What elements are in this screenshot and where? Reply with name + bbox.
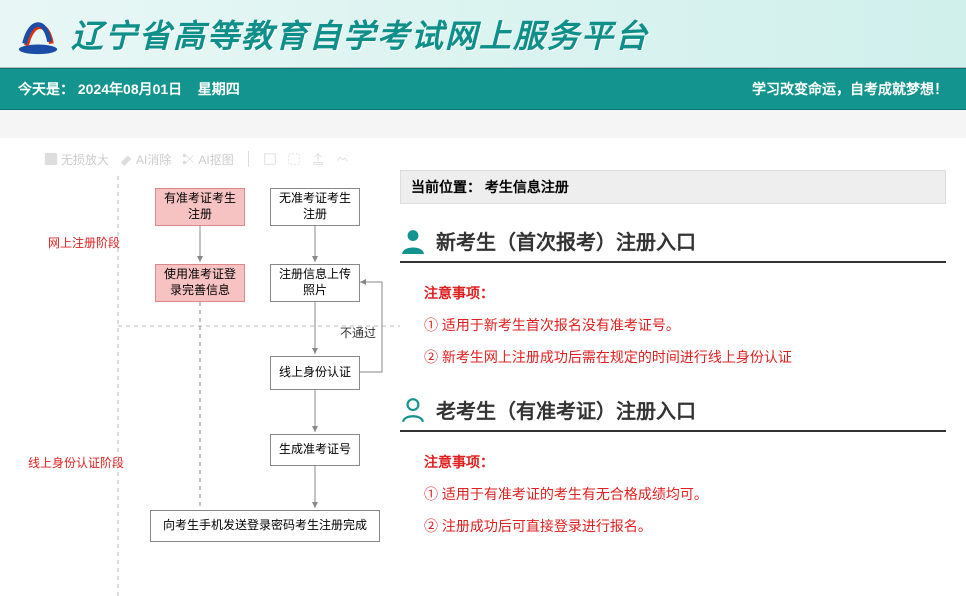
today-weekday: 星期四 xyxy=(198,81,240,97)
today-info: 今天是： 2024年08月01日 星期四 xyxy=(18,79,240,99)
breadcrumb: 当前位置： 考生信息注册 xyxy=(400,170,946,204)
toolbar-aicutout-button[interactable]: AI抠图 xyxy=(181,151,233,168)
tool-icon-3[interactable] xyxy=(311,152,325,166)
main-content: 网上注册阶段 线上身份认证阶段 有准考证考生注册 无准考证考生注册 使用准考证登… xyxy=(0,138,966,596)
toolbar-zoom-button[interactable]: 无损放大 xyxy=(44,151,109,168)
flow-box-sms-done: 向考生手机发送登录密码考生注册完成 xyxy=(150,510,380,542)
toolbar-separator xyxy=(248,151,249,167)
zoom-icon xyxy=(44,152,58,166)
entry-old: 老考生（有准考证）注册入口 注意事项： ① 适用于有准考证的考生有无合格成绩均可… xyxy=(400,395,946,536)
toolbar-aicutout-label: AI抠图 xyxy=(198,151,233,168)
today-prefix: 今天是： xyxy=(18,81,74,97)
tool-icon-1[interactable] xyxy=(263,152,277,166)
entry-new-title: 新考生（首次报考）注册入口 xyxy=(436,226,696,255)
flow-box-verify: 线上身份认证 xyxy=(270,356,360,390)
breadcrumb-prefix: 当前位置： xyxy=(411,179,481,195)
toolbar-airemove-label: AI消除 xyxy=(136,151,171,168)
header: 辽宁省高等教育自学考试网上服务平台 xyxy=(0,0,966,68)
flow-box-gen-cert: 生成准考证号 xyxy=(270,434,360,466)
flowchart: 网上注册阶段 线上身份认证阶段 有准考证考生注册 无准考证考生注册 使用准考证登… xyxy=(10,176,400,596)
sub-bar: 今天是： 2024年08月01日 星期四 学习改变命运，自考成就梦想！ xyxy=(0,68,966,110)
eraser-icon xyxy=(119,152,133,166)
entry-old-link[interactable]: 老考生（有准考证）注册入口 xyxy=(400,395,946,432)
notice-label-old: 注意事项： xyxy=(424,452,946,472)
site-title: 辽宁省高等教育自学考试网上服务平台 xyxy=(71,11,649,57)
stage-label-2: 线上身份认证阶段 xyxy=(28,454,124,471)
notice-item: ② 注册成功后可直接登录进行报名。 xyxy=(424,516,946,536)
entry-old-title: 老考生（有准考证）注册入口 xyxy=(436,395,696,424)
flow-box-login-complete: 使用准考证登录完善信息 xyxy=(155,264,245,302)
toolbar-airemove-button[interactable]: AI消除 xyxy=(119,151,171,168)
entry-new-link[interactable]: 新考生（首次报考）注册入口 xyxy=(400,226,946,263)
notice-item: ① 适用于有准考证的考生有无合格成绩均可。 xyxy=(424,484,946,504)
notice-label-new: 注意事项： xyxy=(424,283,946,303)
image-toolbar: 无损放大 AI消除 AI抠图 xyxy=(44,146,349,172)
flow-box-has-cert: 有准考证考生注册 xyxy=(155,188,245,226)
edge-label-fail: 不通过 xyxy=(340,324,376,341)
today-date: 2024年08月01日 xyxy=(78,81,182,97)
notice-item: ① 适用于新考生首次报名没有准考证号。 xyxy=(424,315,946,335)
site-logo-icon xyxy=(15,11,61,57)
right-column: 当前位置： 考生信息注册 新考生（首次报考）注册入口 注意事项： ① 适用于新考… xyxy=(400,170,966,596)
stage-label-1: 网上注册阶段 xyxy=(48,234,120,251)
flow-box-upload: 注册信息上传照片 xyxy=(270,264,360,302)
breadcrumb-value: 考生信息注册 xyxy=(485,179,569,195)
slogan: 学习改变命运，自考成就梦想！ xyxy=(752,79,948,99)
tool-icon-2[interactable] xyxy=(287,152,301,166)
notice-item: ② 新考生网上注册成功后需在规定的时间进行线上身份认证 xyxy=(424,347,946,367)
scissors-icon xyxy=(181,152,195,166)
person-solid-icon xyxy=(400,228,426,254)
toolbar-zoom-label: 无损放大 xyxy=(61,151,109,168)
flow-box-no-cert: 无准考证考生注册 xyxy=(270,188,360,226)
person-outline-icon xyxy=(400,397,426,423)
tool-icon-4[interactable] xyxy=(335,152,349,166)
entry-new: 新考生（首次报考）注册入口 注意事项： ① 适用于新考生首次报名没有准考证号。 … xyxy=(400,226,946,367)
